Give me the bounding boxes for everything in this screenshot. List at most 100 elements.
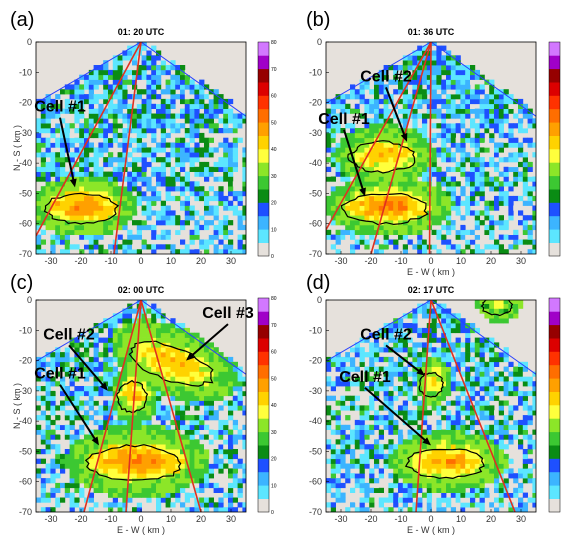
colorbar-segment (549, 431, 560, 446)
colorbar-label: 80 (271, 40, 277, 46)
x-tick-label: 30 (226, 514, 236, 524)
colorbar-segment (549, 391, 560, 406)
sector-edge (326, 300, 432, 362)
colorbar-frame (257, 41, 270, 257)
colorbar-segment (549, 95, 560, 110)
colorbar-label: 10 (271, 227, 277, 233)
cell-contour (418, 372, 445, 398)
x-axis-label: E - W ( km ) (407, 525, 455, 535)
scan-line (83, 300, 142, 512)
y-tick-label: -60 (19, 219, 32, 229)
colorbar-segment (258, 242, 269, 257)
colorbar-segment (549, 82, 560, 96)
scan-line (113, 42, 142, 254)
x-tick-label: 10 (456, 256, 466, 266)
colorbar-segment (258, 485, 269, 499)
sector-edge (140, 300, 246, 375)
x-tick-label: 10 (456, 514, 466, 524)
reflectivity-field (326, 42, 536, 254)
scan-line (415, 300, 432, 512)
cell-contour (116, 379, 149, 414)
colorbar-frame (548, 297, 561, 513)
panel-title: 01: 20 UTC (118, 27, 165, 37)
x-tick-label: 10 (166, 514, 176, 524)
colorbar-label: 20 (271, 457, 277, 463)
colorbar-segment (258, 445, 269, 459)
colorbar-segment (549, 351, 560, 366)
y-tick-label: -30 (309, 386, 322, 396)
colorbar-segment (549, 298, 560, 312)
x-tick-label: -20 (364, 256, 377, 266)
x-tick-label: 30 (516, 256, 526, 266)
reflectivity-field (36, 300, 246, 512)
colorbar-segment (549, 338, 560, 352)
y-tick-label: -40 (19, 416, 32, 426)
annotation-arrowhead (91, 436, 99, 446)
colorbar-label: 60 (271, 94, 277, 100)
x-tick-label: -30 (334, 256, 347, 266)
sector-edge (430, 300, 536, 375)
sector-edge (140, 42, 246, 117)
x-tick-label: 0 (428, 514, 433, 524)
y-tick-label: -60 (309, 219, 322, 229)
colorbar-segment (258, 431, 269, 446)
colorbar-segment (258, 189, 269, 203)
colorbar-segment (549, 42, 560, 56)
y-tick-label: -40 (309, 158, 322, 168)
colorbar-segment (549, 229, 560, 243)
colorbar-segment (258, 229, 269, 243)
cell-label: Cell #2 (360, 68, 412, 85)
colorbar-segment (258, 162, 269, 177)
panel-label: (c) (10, 272, 33, 294)
colorbar-label: 60 (271, 350, 277, 356)
colorbar-segment (549, 175, 560, 190)
colorbar-segment (258, 149, 269, 163)
annotation-arrowhead (422, 437, 431, 446)
colorbar-segment (549, 135, 560, 150)
colorbar-segment (258, 298, 269, 312)
colorbar-segment (549, 122, 560, 136)
annotation-arrowhead (99, 382, 108, 391)
colorbar-segment (258, 95, 269, 110)
annotation-arrow (385, 87, 406, 136)
radar-panel-4: -30 -20 -10 0 10 20 30 0 -10 -20 -30 -40 -50 -60 -70 02… (306, 272, 561, 535)
y-tick-label: -60 (309, 477, 322, 487)
colorbar-segment (549, 378, 560, 392)
colorbar-label: 40 (271, 403, 277, 409)
colorbar-segment (258, 324, 269, 339)
colorbar-segment (549, 162, 560, 177)
x-tick-label: 0 (428, 256, 433, 266)
colorbar-segment (549, 485, 560, 499)
colorbar-label: 10 (271, 483, 277, 489)
colorbar-label: 30 (271, 174, 277, 180)
panel-label: (d) (306, 272, 330, 294)
annotation-arrow (59, 117, 75, 181)
colorbar-segment (549, 458, 560, 473)
cell-contour (404, 448, 485, 480)
x-tick-label: 20 (486, 514, 496, 524)
colorbar-segment (549, 215, 560, 230)
panel-title: 01: 36 UTC (408, 27, 455, 37)
colorbar-segment (258, 378, 269, 392)
colorbar-segment (549, 108, 560, 123)
radar-panel-3: -30 -20 -10 0 10 20 300-10-20-30-40-50-60-7002… (10, 272, 277, 535)
panel-title: 02: 17 UTC (408, 285, 455, 295)
x-tick-label: -20 (74, 256, 87, 266)
y-tick-label: -20 (309, 356, 322, 366)
scan-line (140, 300, 202, 512)
cell-contour (340, 192, 429, 226)
y-tick-label: -30 (19, 386, 32, 396)
sector-edge (36, 42, 142, 104)
radar-panel-1: -30 -20 -10 0 10 20 300-10-20-30-40-50-60-7001… (10, 9, 277, 266)
colorbar-segment (258, 122, 269, 136)
y-tick-label: -50 (309, 446, 322, 456)
colorbar-segment (258, 458, 269, 473)
reflectivity-field (326, 300, 536, 512)
colorbar-segment (258, 418, 269, 433)
annotation-arrow (59, 384, 96, 440)
colorbar-segment (549, 445, 560, 459)
cell-label: Cell #2 (43, 326, 95, 343)
